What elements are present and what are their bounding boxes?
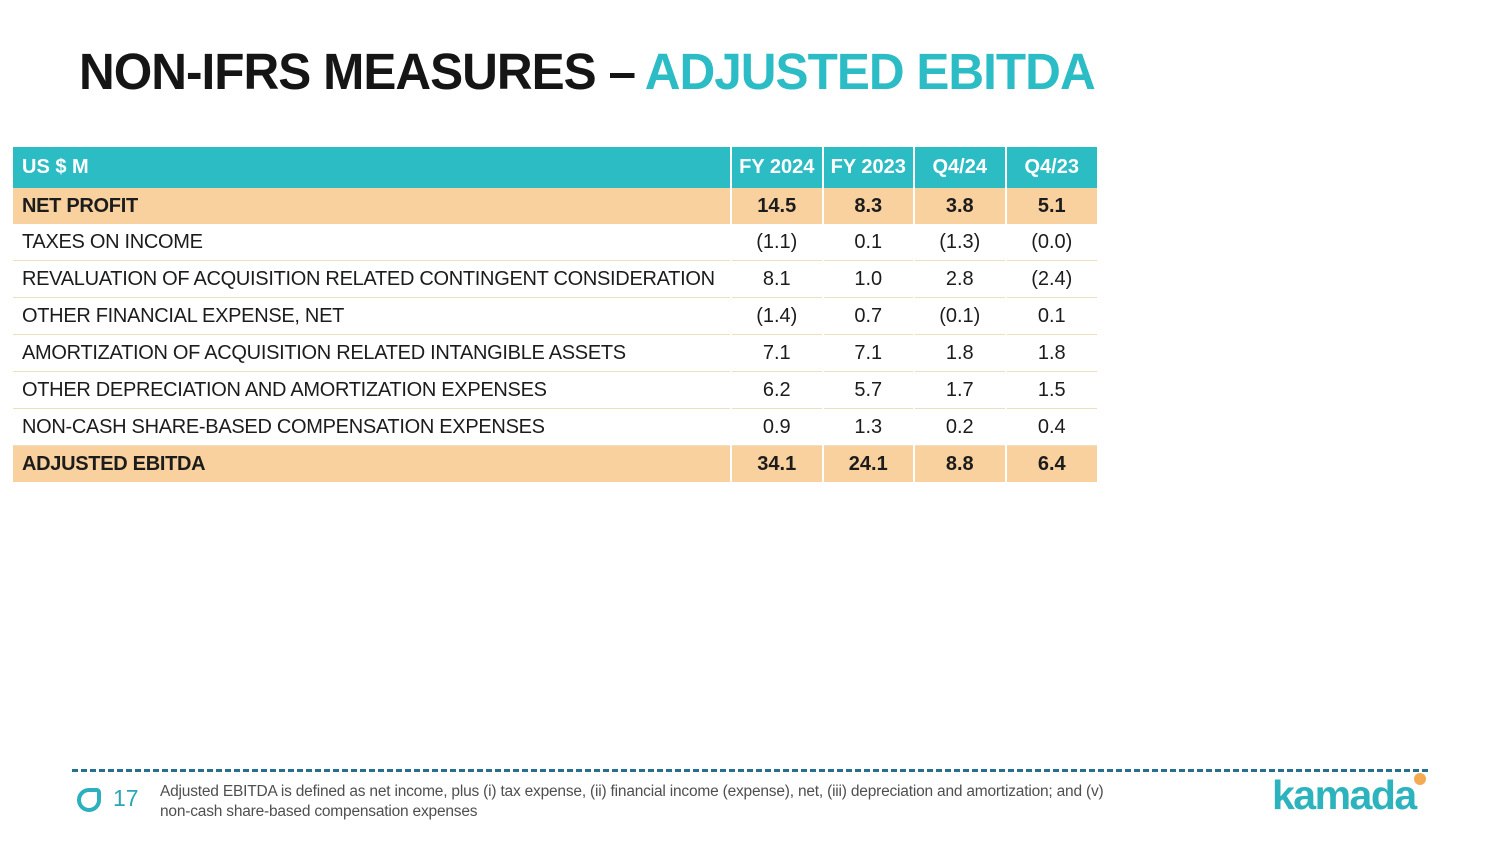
row-value: 5.1: [1004, 188, 1097, 224]
logo-dot-icon: [1413, 773, 1426, 785]
unit-label: US $ M: [13, 147, 731, 188]
row-value: 0.9: [730, 408, 823, 446]
page-number: 17: [113, 785, 139, 811]
row-value: 6.4: [1004, 445, 1097, 482]
row-value: 0.4: [1004, 408, 1097, 446]
row-value: 8.1: [730, 260, 823, 298]
table-row-amortization: AMORTIZATION OF ACQUISITION RELATED INTA…: [13, 334, 1097, 372]
page-title: NON-IFRS MEASURES – ADJUSTED EBITDA: [79, 42, 1096, 101]
row-label: OTHER DEPRECIATION AND AMORTIZATION EXPE…: [13, 371, 731, 409]
row-value: 5.7: [821, 371, 914, 409]
row-value: 1.5: [1004, 371, 1097, 409]
row-value: 2.8: [913, 260, 1006, 298]
footnote-line-2: non-cash share-based compensation expens…: [160, 803, 478, 820]
column-header-q423: Q4/23: [1004, 147, 1097, 188]
row-value: 24.1: [821, 445, 914, 482]
row-value: 7.1: [730, 334, 823, 372]
row-value: 0.1: [1004, 297, 1097, 335]
row-value: 1.3: [821, 408, 914, 446]
row-value: 6.2: [730, 371, 823, 409]
table-row-adjusted-ebitda: ADJUSTED EBITDA 34.1 24.1 8.8 6.4: [13, 445, 1097, 482]
row-label: OTHER FINANCIAL EXPENSE, NET: [13, 297, 731, 335]
row-label: AMORTIZATION OF ACQUISITION RELATED INTA…: [13, 334, 731, 372]
row-value: 1.7: [913, 371, 1006, 409]
row-value: 0.1: [821, 224, 914, 261]
row-label: ADJUSTED EBITDA: [13, 445, 731, 482]
row-value: (1.4): [730, 297, 823, 335]
row-value: (2.4): [1004, 260, 1097, 298]
financial-table: US $ M FY 2024 FY 2023 Q4/24 Q4/23 NET P…: [13, 147, 1097, 482]
row-value: 1.8: [913, 334, 1006, 372]
footnote-line-1: Adjusted EBITDA is defined as net income…: [160, 783, 1104, 800]
table-row-revaluation: REVALUATION OF ACQUISITION RELATED CONTI…: [13, 260, 1097, 298]
row-value: (0.1): [913, 297, 1006, 335]
table-row-other-depreciation: OTHER DEPRECIATION AND AMORTIZATION EXPE…: [13, 371, 1097, 409]
table-row-net-profit: NET PROFIT 14.5 8.3 3.8 5.1: [13, 188, 1097, 224]
row-value: 0.7: [821, 297, 914, 335]
table-row-other-financial: OTHER FINANCIAL EXPENSE, NET (1.4) 0.7 (…: [13, 297, 1097, 335]
row-label: TAXES ON INCOME: [13, 224, 731, 261]
row-value: 3.8: [913, 188, 1006, 224]
row-value: (1.1): [730, 224, 823, 261]
row-value: 1.0: [821, 260, 914, 298]
row-value: 8.3: [821, 188, 914, 224]
footer-divider: [72, 769, 1428, 772]
column-header-fy2023: FY 2023: [821, 147, 914, 188]
column-header-fy2024: FY 2024: [730, 147, 823, 188]
table-header-row: US $ M FY 2024 FY 2023 Q4/24 Q4/23: [13, 147, 1097, 188]
kamada-drop-icon: [77, 788, 101, 812]
kamada-logo: kamada: [1272, 772, 1426, 819]
column-header-q424: Q4/24: [913, 147, 1006, 188]
kamada-logo-text: kamada: [1272, 772, 1417, 818]
row-value: 7.1: [821, 334, 914, 372]
row-value: 1.8: [1004, 334, 1097, 372]
table-row-non-cash: NON-CASH SHARE-BASED COMPENSATION EXPENS…: [13, 408, 1097, 446]
row-value: (0.0): [1004, 224, 1097, 261]
row-value: 34.1: [730, 445, 823, 482]
title-highlight: ADJUSTED EBITDA: [644, 43, 1096, 100]
row-value: 0.2: [913, 408, 1006, 446]
title-prefix: NON-IFRS MEASURES –: [79, 43, 636, 100]
row-value: 14.5: [730, 188, 823, 224]
row-label: REVALUATION OF ACQUISITION RELATED CONTI…: [13, 260, 731, 298]
row-label: NET PROFIT: [13, 188, 731, 224]
row-value: (1.3): [913, 224, 1006, 261]
row-label: NON-CASH SHARE-BASED COMPENSATION EXPENS…: [13, 408, 731, 446]
table-row-taxes: TAXES ON INCOME (1.1) 0.1 (1.3) (0.0): [13, 224, 1097, 261]
row-value: 8.8: [913, 445, 1006, 482]
footnote: Adjusted EBITDA is defined as net income…: [160, 782, 1104, 822]
